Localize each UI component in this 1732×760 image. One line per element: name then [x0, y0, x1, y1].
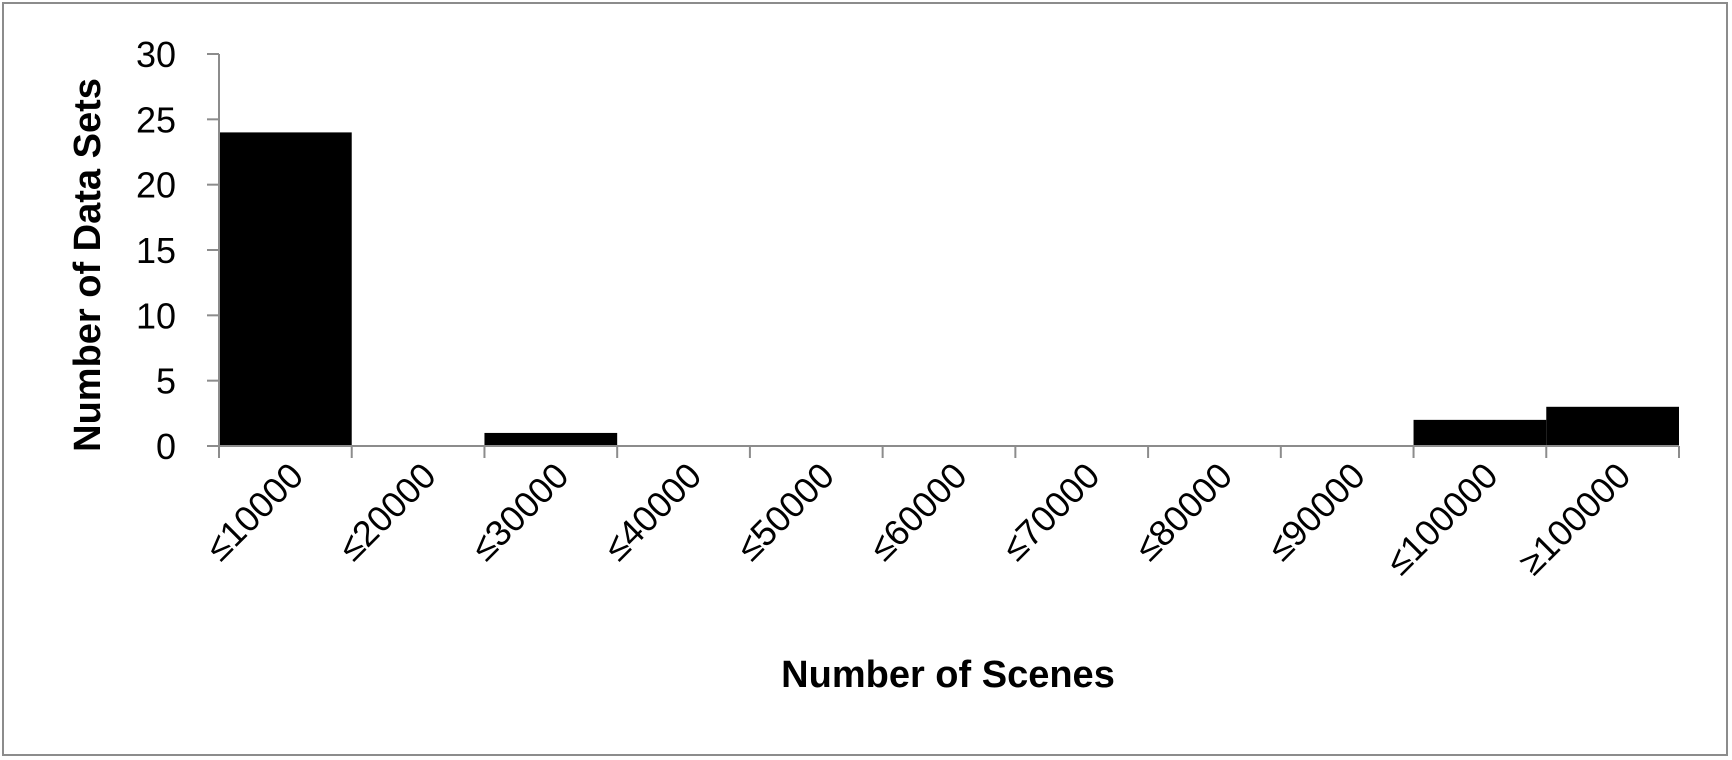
y-axis-title: Number of Data Sets — [67, 78, 109, 452]
x-tick-label: ≤20000 — [330, 455, 444, 569]
y-tick-label: 25 — [136, 99, 176, 140]
x-tick-label: ≤90000 — [1259, 455, 1373, 569]
x-tick-label: ≤100000 — [1378, 455, 1506, 583]
axes-group — [207, 53, 1680, 458]
x-tick-label: ≤60000 — [861, 455, 975, 569]
x-tick-labels: ≤10000 ≤20000 ≤30000 ≤40000 ≤50000 ≤60000 ≤700… — [197, 455, 1638, 583]
y-tick-labels: 0 5 10 15 20 25 30 — [136, 34, 176, 467]
bar-9 — [1413, 419, 1547, 446]
bar-0 — [219, 132, 352, 446]
bar-2 — [484, 432, 618, 446]
bars-group — [219, 132, 1679, 446]
y-tick-label: 15 — [136, 230, 176, 271]
x-tick-label: ≥100000 — [1510, 455, 1638, 583]
x-tick-label: ≤50000 — [728, 455, 842, 569]
x-tick-label: ≤30000 — [463, 455, 577, 569]
x-tick-label: ≤70000 — [994, 455, 1108, 569]
y-tick-label: 20 — [136, 165, 176, 206]
y-tick-label: 10 — [136, 295, 176, 336]
y-tick-label: 0 — [156, 426, 176, 467]
y-tick-label: 5 — [156, 361, 176, 402]
bar-10 — [1546, 406, 1679, 446]
x-tick-label: ≤40000 — [595, 455, 709, 569]
x-tick-label: ≤80000 — [1126, 455, 1240, 569]
y-tick-label: 30 — [136, 34, 176, 75]
x-tick-label: ≤10000 — [197, 455, 311, 569]
x-axis-title: Number of Scenes — [781, 654, 1115, 696]
